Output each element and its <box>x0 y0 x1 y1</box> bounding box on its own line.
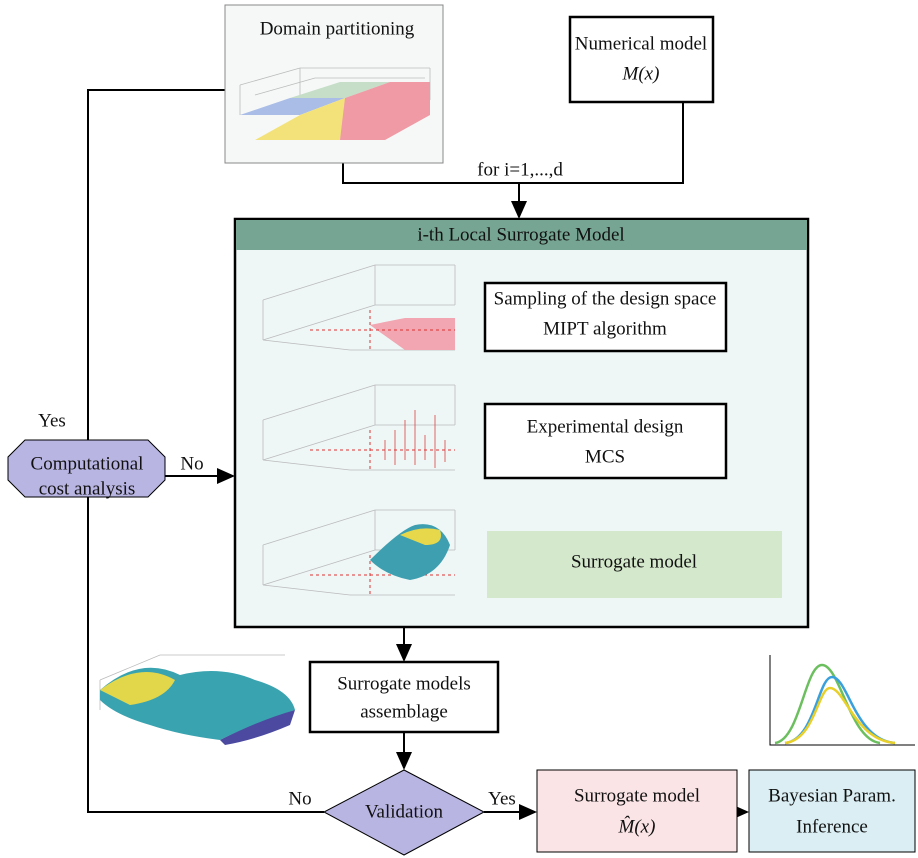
numerical-model-box <box>568 15 715 104</box>
sampling-label: Sampling of the design space <box>494 288 717 309</box>
sampling-method: MIPT algorithm <box>543 318 667 339</box>
inference-label: Inference <box>796 816 868 837</box>
surrogate-label: Surrogate model <box>571 551 697 572</box>
sampling-box <box>483 281 728 353</box>
cost-analysis-label: cost analysis <box>39 478 136 499</box>
numerical-model-label: Numerical model <box>575 33 707 54</box>
assembled-thumbnail <box>99 654 295 745</box>
partition-thumbnail <box>239 67 431 140</box>
validation-node <box>322 769 486 856</box>
validation-label: Validation <box>365 801 444 822</box>
design-box <box>483 402 728 480</box>
design-label: Experimental design <box>527 416 684 437</box>
yes-label: Yes <box>38 410 66 431</box>
local-thumbnails <box>262 264 456 596</box>
local-model-title: i-th Local Surrogate Model <box>417 224 624 245</box>
design-method: MCS <box>585 446 625 467</box>
loop-label: for i=1,...,d <box>477 159 563 180</box>
assemblage-box <box>308 660 500 734</box>
result-symbol: M̂(x) <box>618 816 656 837</box>
local-model-header <box>236 220 807 250</box>
assemblage-label: Surrogate models <box>337 673 471 694</box>
numerical-model-symbol: M(x) <box>622 63 660 84</box>
distribution-thumbnail <box>769 655 915 746</box>
partition-label: Domain partitioning <box>260 18 415 39</box>
result-box <box>536 769 738 853</box>
assemblage-label: assemblage <box>360 701 448 722</box>
cost-analysis-label: Computational <box>31 453 144 474</box>
inference-label: Bayesian Param. <box>768 785 896 806</box>
no-label: No <box>180 453 203 474</box>
result-label: Surrogate model <box>574 785 700 806</box>
surrogate-box <box>487 531 782 598</box>
yes-label: Yes <box>488 788 516 809</box>
inference-box <box>748 769 916 853</box>
no-label: No <box>288 788 311 809</box>
cost-analysis-node <box>7 439 166 498</box>
